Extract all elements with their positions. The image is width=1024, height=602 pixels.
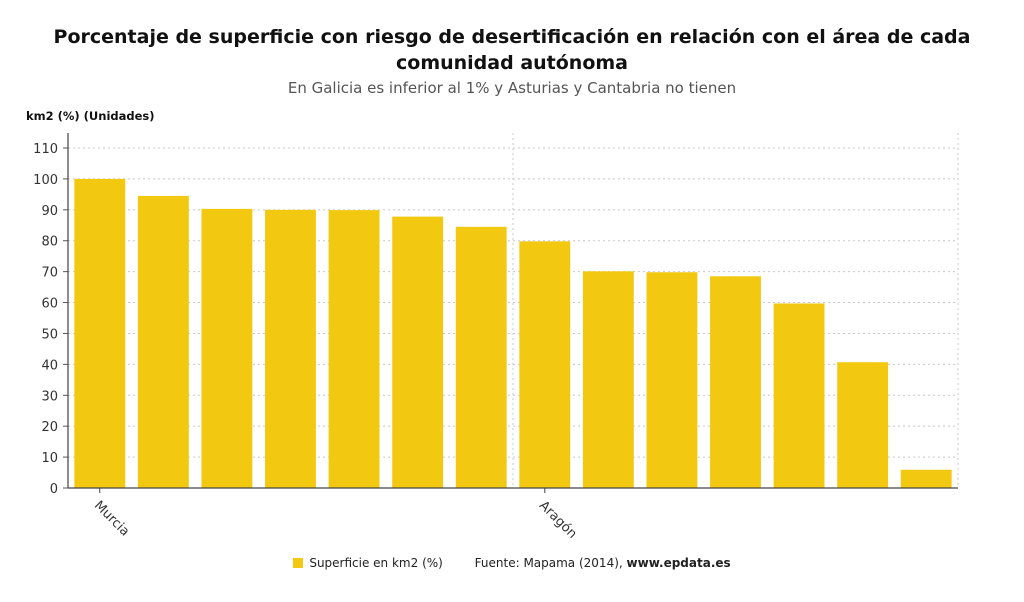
- y-axis-label: km2 (%) (Unidades): [26, 109, 155, 123]
- y-tick-label: 0: [50, 482, 58, 497]
- y-tick-label: 100: [33, 173, 58, 188]
- x-tick-label: Murcia: [91, 498, 132, 539]
- bar: [137, 195, 189, 488]
- bar: [455, 226, 507, 488]
- source-link[interactable]: www.epdata.es: [626, 556, 731, 570]
- y-tick-label: 50: [41, 327, 58, 342]
- source-note: Fuente: Mapama (2014), www.epdata.es: [475, 556, 731, 570]
- bar: [773, 303, 825, 488]
- y-tick-label: 40: [41, 358, 58, 373]
- bar: [646, 272, 698, 488]
- bar: [900, 469, 952, 488]
- bar: [837, 362, 889, 488]
- y-tick-label: 90: [41, 204, 58, 219]
- bar: [74, 178, 126, 488]
- y-tick-label: 20: [41, 420, 58, 435]
- y-tick-label: 80: [41, 235, 58, 250]
- y-tick-label: 10: [41, 451, 58, 466]
- bar: [582, 271, 634, 488]
- bar: [710, 276, 761, 488]
- y-tick-label: 70: [41, 266, 58, 281]
- chart-subtitle: En Galicia es inferior al 1% y Asturias …: [287, 79, 737, 97]
- bar: [519, 241, 571, 488]
- legend-swatch: [293, 558, 304, 568]
- legend-series-label: Superficie en km2 (%): [309, 556, 443, 570]
- x-tick-label: Aragón: [536, 498, 580, 542]
- bar: [201, 208, 253, 488]
- legend: Superficie en km2 (%) Fuente: Mapama (20…: [0, 556, 1024, 570]
- bar: [392, 216, 444, 489]
- y-tick-label: 110: [33, 142, 58, 157]
- source-prefix: Fuente: Mapama (2014),: [474, 556, 627, 570]
- y-tick-label: 30: [41, 389, 58, 404]
- chart-title: Porcentaje de superficie con riesgo de d…: [53, 26, 971, 74]
- bar: [265, 209, 316, 488]
- y-tick-label: 60: [41, 297, 58, 312]
- bar: [328, 210, 380, 489]
